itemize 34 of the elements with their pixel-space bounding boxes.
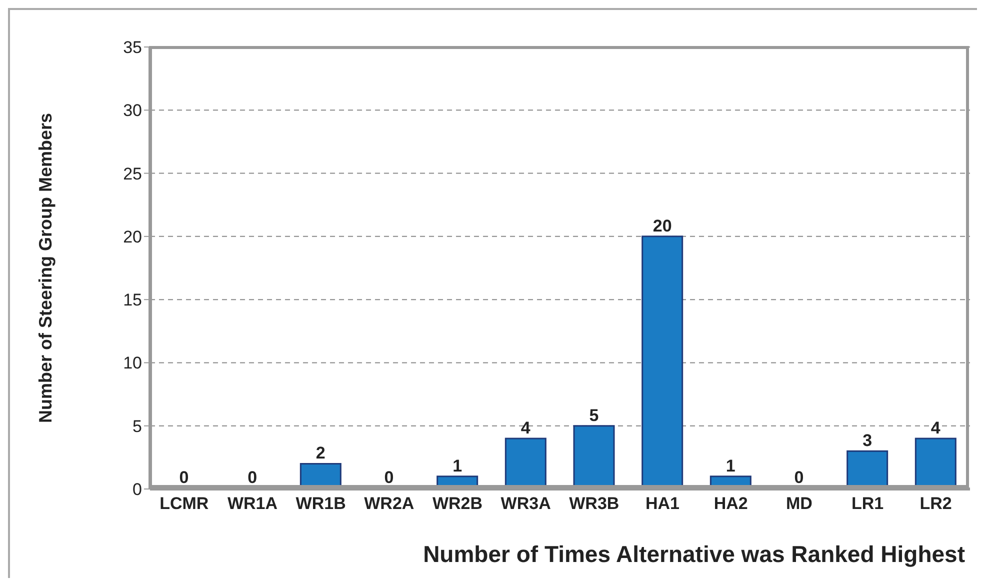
- y-tick-label: 20: [123, 227, 142, 246]
- x-tick-label: LCMR: [160, 494, 209, 514]
- y-tick-label: 35: [123, 38, 142, 58]
- data-label: 20: [652, 216, 672, 236]
- x-tick-label: WR3B: [569, 494, 620, 514]
- data-label: 1: [452, 456, 462, 476]
- x-tick-label: HA2: [714, 494, 748, 514]
- y-tick-label: 0: [132, 480, 142, 500]
- data-label: 0: [794, 468, 804, 487]
- data-label: 2: [316, 444, 326, 463]
- y-tick-label: 25: [123, 164, 142, 184]
- x-tick-label: LR1: [851, 494, 884, 514]
- y-tick-label: 30: [123, 101, 142, 120]
- data-label: 3: [862, 431, 872, 450]
- x-tick-label: WR1B: [296, 494, 346, 514]
- x-tick-label: WR2B: [432, 494, 483, 514]
- data-label: 1: [726, 456, 736, 476]
- data-label: 5: [589, 406, 599, 425]
- y-axis-title: Number of Steering Group Members: [35, 112, 56, 424]
- x-tick-label: WR1A: [227, 494, 278, 514]
- x-axis-title: Number of Times Alternative was Ranked Highest: [423, 541, 965, 568]
- x-tick-label: HA1: [645, 494, 680, 514]
- data-label: 4: [520, 418, 531, 438]
- x-tick-label: WR3A: [500, 494, 551, 514]
- data-label: 0: [384, 468, 394, 487]
- x-tick-label: LR2: [920, 494, 952, 514]
- y-tick-label: 5: [132, 416, 142, 436]
- data-label: 0: [179, 468, 189, 487]
- x-tick-label: MD: [786, 494, 812, 514]
- data-label: 0: [248, 468, 258, 487]
- y-tick-label: 15: [123, 290, 142, 310]
- y-tick-label: 10: [123, 354, 142, 373]
- x-tick-label: WR2A: [364, 494, 414, 514]
- data-label: 4: [930, 418, 941, 438]
